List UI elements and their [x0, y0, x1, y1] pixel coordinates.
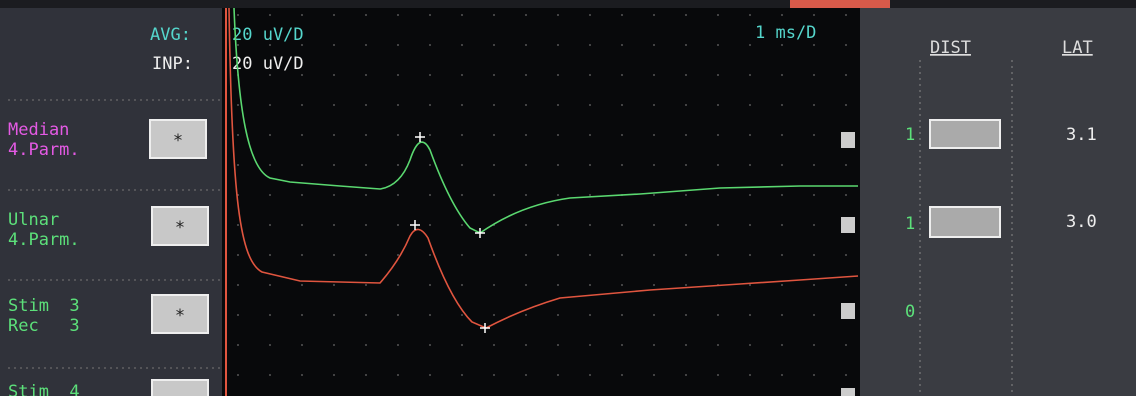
- column-header: LAT: [1062, 38, 1093, 58]
- channel-name: Stim 4: [8, 382, 80, 396]
- channel-name: Median: [8, 120, 69, 140]
- dist-field[interactable]: [930, 120, 1000, 148]
- row-index: 1: [905, 214, 915, 234]
- grid-dots: [222, 8, 860, 396]
- results-panel: [860, 8, 1136, 396]
- inp-value: 20 uV/D: [232, 54, 304, 74]
- screen: AVG: 20 uV/D INP: 20 uV/D 1 ms/D DIST LA…: [0, 0, 1136, 396]
- latency: 3.0: [1066, 212, 1097, 232]
- avg-value: 20 uV/D: [232, 25, 304, 45]
- button-label: *: [175, 218, 185, 238]
- button-label: *: [173, 131, 183, 151]
- row-index: 1: [905, 125, 915, 145]
- channel-name: 4.Parm.: [8, 140, 80, 160]
- channel-name: Stim 3: [8, 296, 80, 316]
- channel-name: 4.Parm.: [8, 230, 80, 250]
- channel-name: Ulnar: [8, 210, 59, 230]
- button-label: *: [175, 306, 185, 326]
- inp-label: INP:: [152, 54, 193, 74]
- timebase: 1 ms/D: [755, 23, 816, 43]
- latency: 3.1: [1066, 125, 1097, 145]
- row-index: 0: [905, 302, 915, 322]
- column-header: DIST: [930, 38, 971, 58]
- avg-label: AVG:: [150, 25, 191, 45]
- channel-name: Rec 3: [8, 316, 80, 336]
- dist-field[interactable]: [930, 207, 1000, 237]
- top-bar: [0, 0, 1136, 8]
- channel-button[interactable]: [152, 380, 208, 396]
